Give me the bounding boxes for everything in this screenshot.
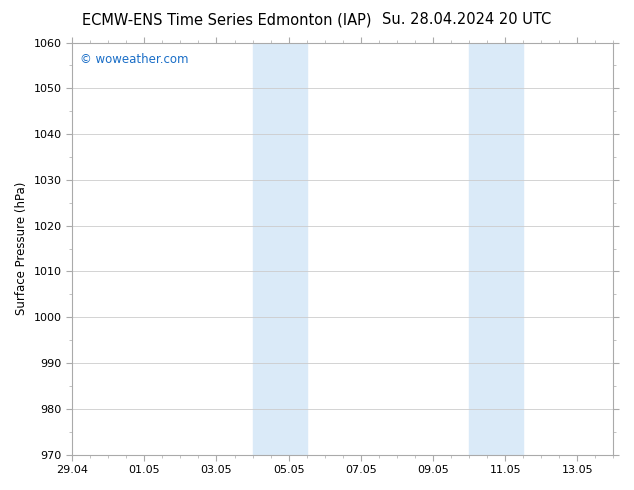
Bar <box>252 43 307 455</box>
Bar <box>469 43 523 455</box>
Text: © woweather.com: © woweather.com <box>81 53 189 66</box>
Y-axis label: Surface Pressure (hPa): Surface Pressure (hPa) <box>15 182 28 315</box>
Text: Su. 28.04.2024 20 UTC: Su. 28.04.2024 20 UTC <box>382 12 552 27</box>
Text: ECMW-ENS Time Series Edmonton (IAP): ECMW-ENS Time Series Edmonton (IAP) <box>82 12 372 27</box>
